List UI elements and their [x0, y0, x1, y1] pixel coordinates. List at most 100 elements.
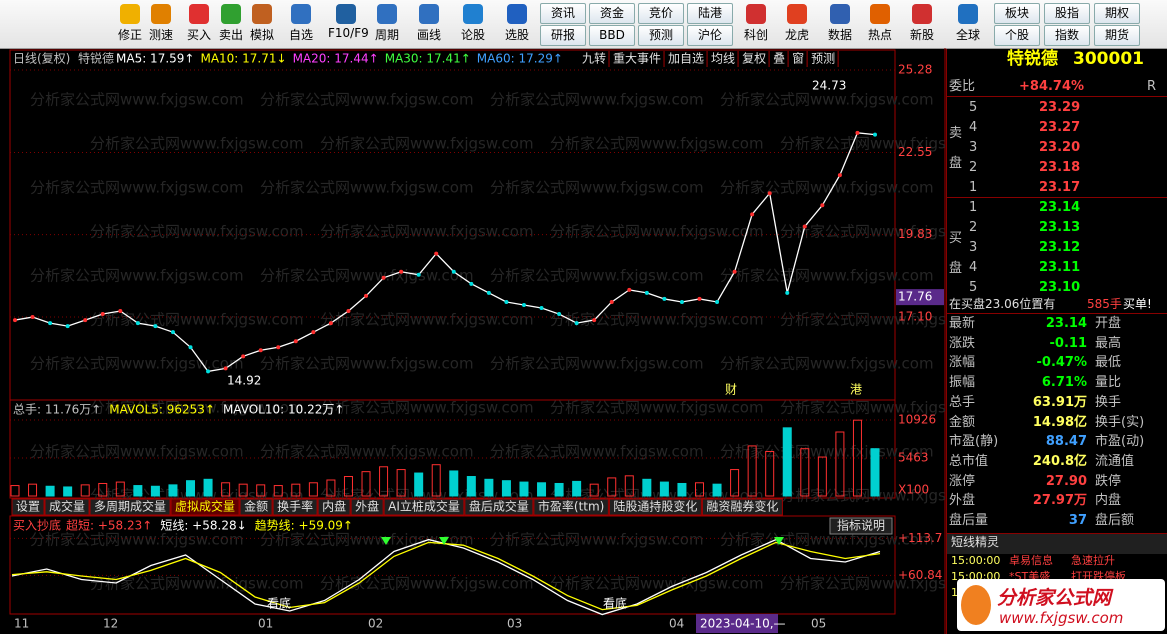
- volume-bar: [572, 480, 582, 497]
- tab[interactable]: 内盘: [317, 498, 351, 516]
- toolbar-button[interactable]: 卖出: [213, 2, 249, 46]
- grid-button[interactable]: 指数: [1044, 25, 1090, 46]
- close-point: [434, 251, 439, 256]
- volume-bar: [326, 479, 336, 497]
- quote-panel: 特锐德 300001 委比 +84.74% R 卖盘 买盘 5 23.29 4 23.27 3 23.2…: [946, 49, 1167, 634]
- chart-tool[interactable]: 九转: [582, 51, 606, 66]
- grid-button[interactable]: 资金: [589, 3, 635, 24]
- toolbar-button[interactable]: 自选: [283, 2, 319, 46]
- watermark: 分析家公式网www.fxjgsw.com: [780, 311, 946, 329]
- grid-button[interactable]: 陆港: [687, 3, 733, 24]
- toolbar-button[interactable]: 买入: [181, 2, 217, 46]
- chart-tool[interactable]: 重大事件: [613, 52, 661, 66]
- tab[interactable]: AI立桩成交量: [383, 498, 465, 516]
- chart-tool[interactable]: 窗: [792, 52, 804, 66]
- indicator-button[interactable]: 指标说明: [837, 518, 885, 533]
- grid-button[interactable]: 沪伦: [687, 25, 733, 46]
- quote-value: 63.91万: [1032, 394, 1087, 410]
- logo-icon: [961, 585, 991, 625]
- watermark: 分析家公式网www.fxjgsw.com: [720, 179, 934, 197]
- tab[interactable]: 设置: [11, 498, 45, 516]
- toolbar-button[interactable]: 论股: [455, 2, 491, 46]
- logo-url: www.fxjgsw.com: [999, 609, 1124, 627]
- toolbar-button[interactable]: F10/F9: [328, 2, 369, 46]
- sep: [947, 96, 1167, 97]
- grid-button[interactable]: 期货: [1094, 25, 1140, 46]
- quote-value: -0.47%: [1036, 355, 1088, 371]
- toolbar-button[interactable]: 科创: [738, 2, 774, 46]
- tab[interactable]: 虚拟成交量: [170, 498, 240, 516]
- chart-tool[interactable]: 均线: [711, 52, 735, 66]
- tab-label: 多周期成交量: [94, 499, 166, 514]
- buy-arrow: [439, 537, 449, 545]
- grid-button[interactable]: 股指: [1044, 3, 1090, 24]
- grid-button[interactable]: 研报: [540, 25, 586, 46]
- grid-button[interactable]: 个股: [994, 25, 1040, 46]
- chart-tool[interactable]: 复权: [742, 52, 766, 66]
- tab[interactable]: 盘后成交量: [464, 498, 534, 516]
- volume-bar: [10, 485, 20, 497]
- tab-label: 陆股通持股变化: [613, 499, 697, 514]
- grid-button[interactable]: BBD: [589, 25, 635, 46]
- quote-label: 涨跌: [949, 335, 976, 351]
- sprite-title: 短线精灵: [951, 535, 1000, 549]
- tab[interactable]: 换手率: [272, 498, 318, 516]
- stock-name: 特锐德: [78, 51, 114, 66]
- button-label: 热点: [867, 28, 892, 42]
- close-point: [100, 312, 105, 317]
- watermark: 分析家公式网www.fxjgsw.com: [320, 399, 534, 417]
- high-label: 24.73: [812, 79, 846, 93]
- toolbar-button[interactable]: 模拟: [244, 2, 280, 46]
- watermark: 分析家公式网www.fxjgsw.com: [260, 267, 474, 285]
- quote-label: 金额: [949, 414, 976, 430]
- toolbar-button[interactable]: 新股: [904, 2, 940, 46]
- grid-button[interactable]: 资讯: [540, 3, 586, 24]
- level-price: 23.29: [1039, 100, 1081, 115]
- tab-label: 设置: [16, 500, 40, 514]
- level-price: 23.11: [1039, 260, 1081, 275]
- tab[interactable]: 多周期成交量: [89, 498, 171, 516]
- toolbar-button[interactable]: 修正: [112, 2, 148, 46]
- grid-button[interactable]: 预测: [638, 25, 684, 46]
- x-tick-label: 11: [14, 617, 29, 631]
- chart-tool[interactable]: 预测: [811, 52, 835, 66]
- toolbar-button[interactable]: 测速: [143, 2, 179, 46]
- button-label: 周期: [374, 28, 399, 42]
- tab[interactable]: 融资融券变化: [701, 498, 783, 516]
- ma-legend: MA20: 17.44↑: [293, 52, 379, 66]
- toolbar-button[interactable]: 选股: [499, 2, 535, 46]
- close-point: [592, 318, 597, 323]
- volume-bar: [45, 485, 55, 497]
- toolbar-button[interactable]: 热点: [862, 2, 898, 46]
- toolbar-button[interactable]: 周期: [369, 2, 405, 46]
- sep: [947, 533, 1167, 554]
- grid-button[interactable]: 期权: [1094, 3, 1140, 24]
- ma-legend: MA30: 17.41↑: [385, 52, 471, 66]
- tab[interactable]: 成交量: [44, 498, 90, 516]
- logo: 分析家公式网 www.fxjgsw.com: [957, 579, 1165, 631]
- button-bg: [829, 517, 893, 535]
- close-point: [83, 318, 88, 323]
- tab[interactable]: 金额: [239, 498, 273, 516]
- tab[interactable]: 外盘: [350, 498, 384, 516]
- grid-button[interactable]: 板块: [994, 3, 1040, 24]
- close-point: [346, 309, 351, 314]
- tab[interactable]: 陆股通持股变化: [608, 498, 702, 516]
- toolbar-button[interactable]: 龙虎: [779, 2, 815, 46]
- grid-button[interactable]: 竞价: [638, 3, 684, 24]
- tab-bg: [317, 498, 351, 516]
- toolbar-button[interactable]: 数据: [822, 2, 858, 46]
- toolbar-button[interactable]: 画线: [411, 2, 447, 46]
- volume-bar: [694, 482, 704, 497]
- tab[interactable]: 市盈率(ttm): [533, 498, 609, 516]
- chart-tool[interactable]: 加自选: [668, 52, 704, 66]
- toolbar-button[interactable]: 全球: [950, 2, 986, 46]
- button-icon: [787, 4, 807, 24]
- tab-bg: [608, 498, 702, 516]
- x-tick-label: 02: [368, 617, 383, 631]
- button-label: 修正: [117, 28, 142, 42]
- volume-bar: [852, 419, 862, 497]
- quote-value: 88.47: [1045, 434, 1087, 450]
- chart-tool[interactable]: 叠: [773, 52, 785, 66]
- volume-bar: [870, 448, 880, 497]
